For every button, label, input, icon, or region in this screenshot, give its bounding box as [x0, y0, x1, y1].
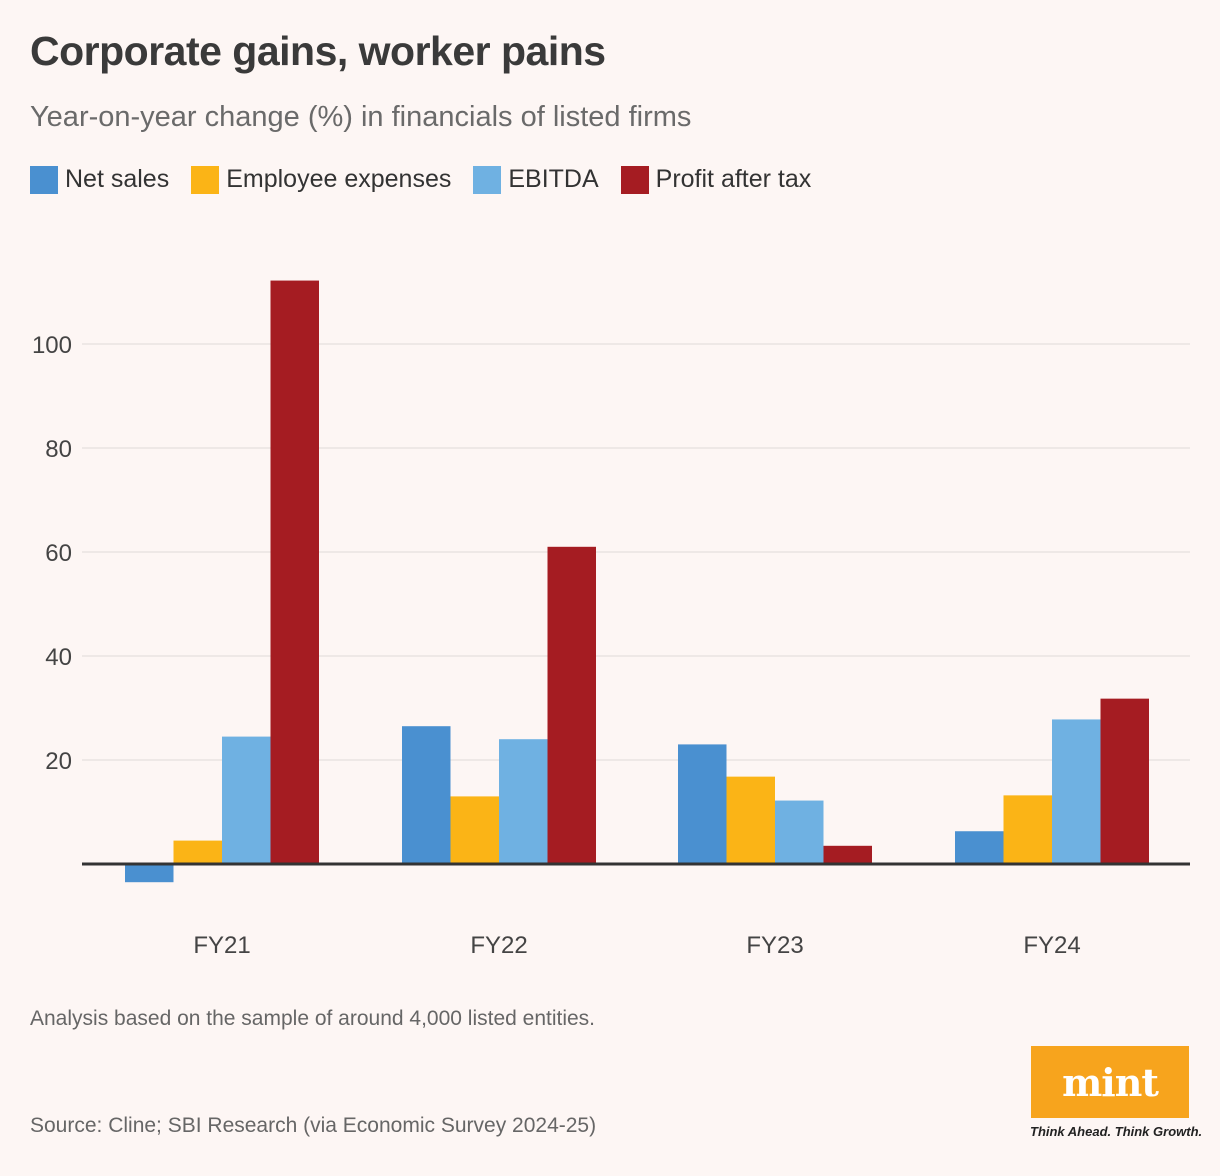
- x-tick-label: FY23: [746, 932, 803, 959]
- bar-fy24-employee-expenses: [1003, 795, 1052, 864]
- legend-label: EBITDA: [508, 165, 599, 193]
- source-note: Source: Cline; SBI Research (via Economi…: [30, 1114, 597, 1137]
- legend-swatch: [30, 165, 58, 194]
- legend-label: Profit after tax: [655, 165, 812, 193]
- y-tick-label: 20: [45, 748, 72, 775]
- legend-swatch: [191, 165, 220, 194]
- chart-subtitle: Year-on-year change (%) in financials of…: [30, 101, 692, 133]
- legend-item-employee-expenses: Employee expenses: [191, 165, 451, 194]
- bar-fy23-profit-after-tax: [823, 845, 872, 864]
- bar-fy24-profit-after-tax: [1100, 698, 1149, 864]
- bar-fy22-net-sales: [402, 726, 451, 864]
- bar-fy22-profit-after-tax: [547, 546, 596, 864]
- bar-fy21-employee-expenses: [173, 840, 222, 864]
- bar-fy24-ebitda: [1052, 719, 1101, 864]
- legend-label: Employee expenses: [226, 165, 452, 193]
- x-tick-label: FY21: [193, 932, 250, 959]
- y-tick-label: 100: [32, 332, 72, 359]
- bar-fy24-net-sales: [955, 831, 1004, 864]
- legend-swatch: [473, 165, 502, 194]
- bar-fy23-net-sales: [678, 744, 727, 864]
- y-tick-label: 80: [45, 436, 72, 463]
- bar-fy22-employee-expenses: [450, 796, 499, 864]
- footnote: Analysis based on the sample of around 4…: [30, 1007, 596, 1030]
- logo-text: mint: [1062, 1059, 1159, 1105]
- x-tick-label: FY22: [470, 932, 527, 959]
- mint-logo: mint: [1031, 1046, 1189, 1118]
- bar-fy23-ebitda: [775, 800, 824, 864]
- bar-fy22-ebitda: [499, 739, 548, 864]
- y-tick-label: 40: [45, 644, 72, 671]
- bar-fy21-ebitda: [222, 736, 271, 864]
- x-tick-label: FY24: [1023, 932, 1080, 959]
- legend-item-net-sales: Net sales: [30, 165, 169, 194]
- bar-chart: 20 40 60 80 100 FY21 FY22 FY23 FY24: [32, 280, 1190, 959]
- bar-fy21-net-sales: [125, 864, 174, 883]
- legend-label: Net sales: [65, 165, 170, 193]
- chart-title: Corporate gains, worker pains: [30, 28, 606, 74]
- bar-fy21-profit-after-tax: [270, 280, 319, 864]
- legend-item-ebitda: EBITDA: [473, 165, 599, 194]
- legend-item-profit-after-tax: Profit after tax: [620, 165, 812, 194]
- bar-fy23-employee-expenses: [726, 776, 775, 864]
- y-tick-label: 60: [45, 540, 72, 567]
- legend-swatch: [620, 165, 649, 194]
- legend: Net sales Employee expenses EBITDA Profi…: [30, 165, 833, 194]
- logo-tagline: Think Ahead. Think Growth.: [1030, 1124, 1203, 1139]
